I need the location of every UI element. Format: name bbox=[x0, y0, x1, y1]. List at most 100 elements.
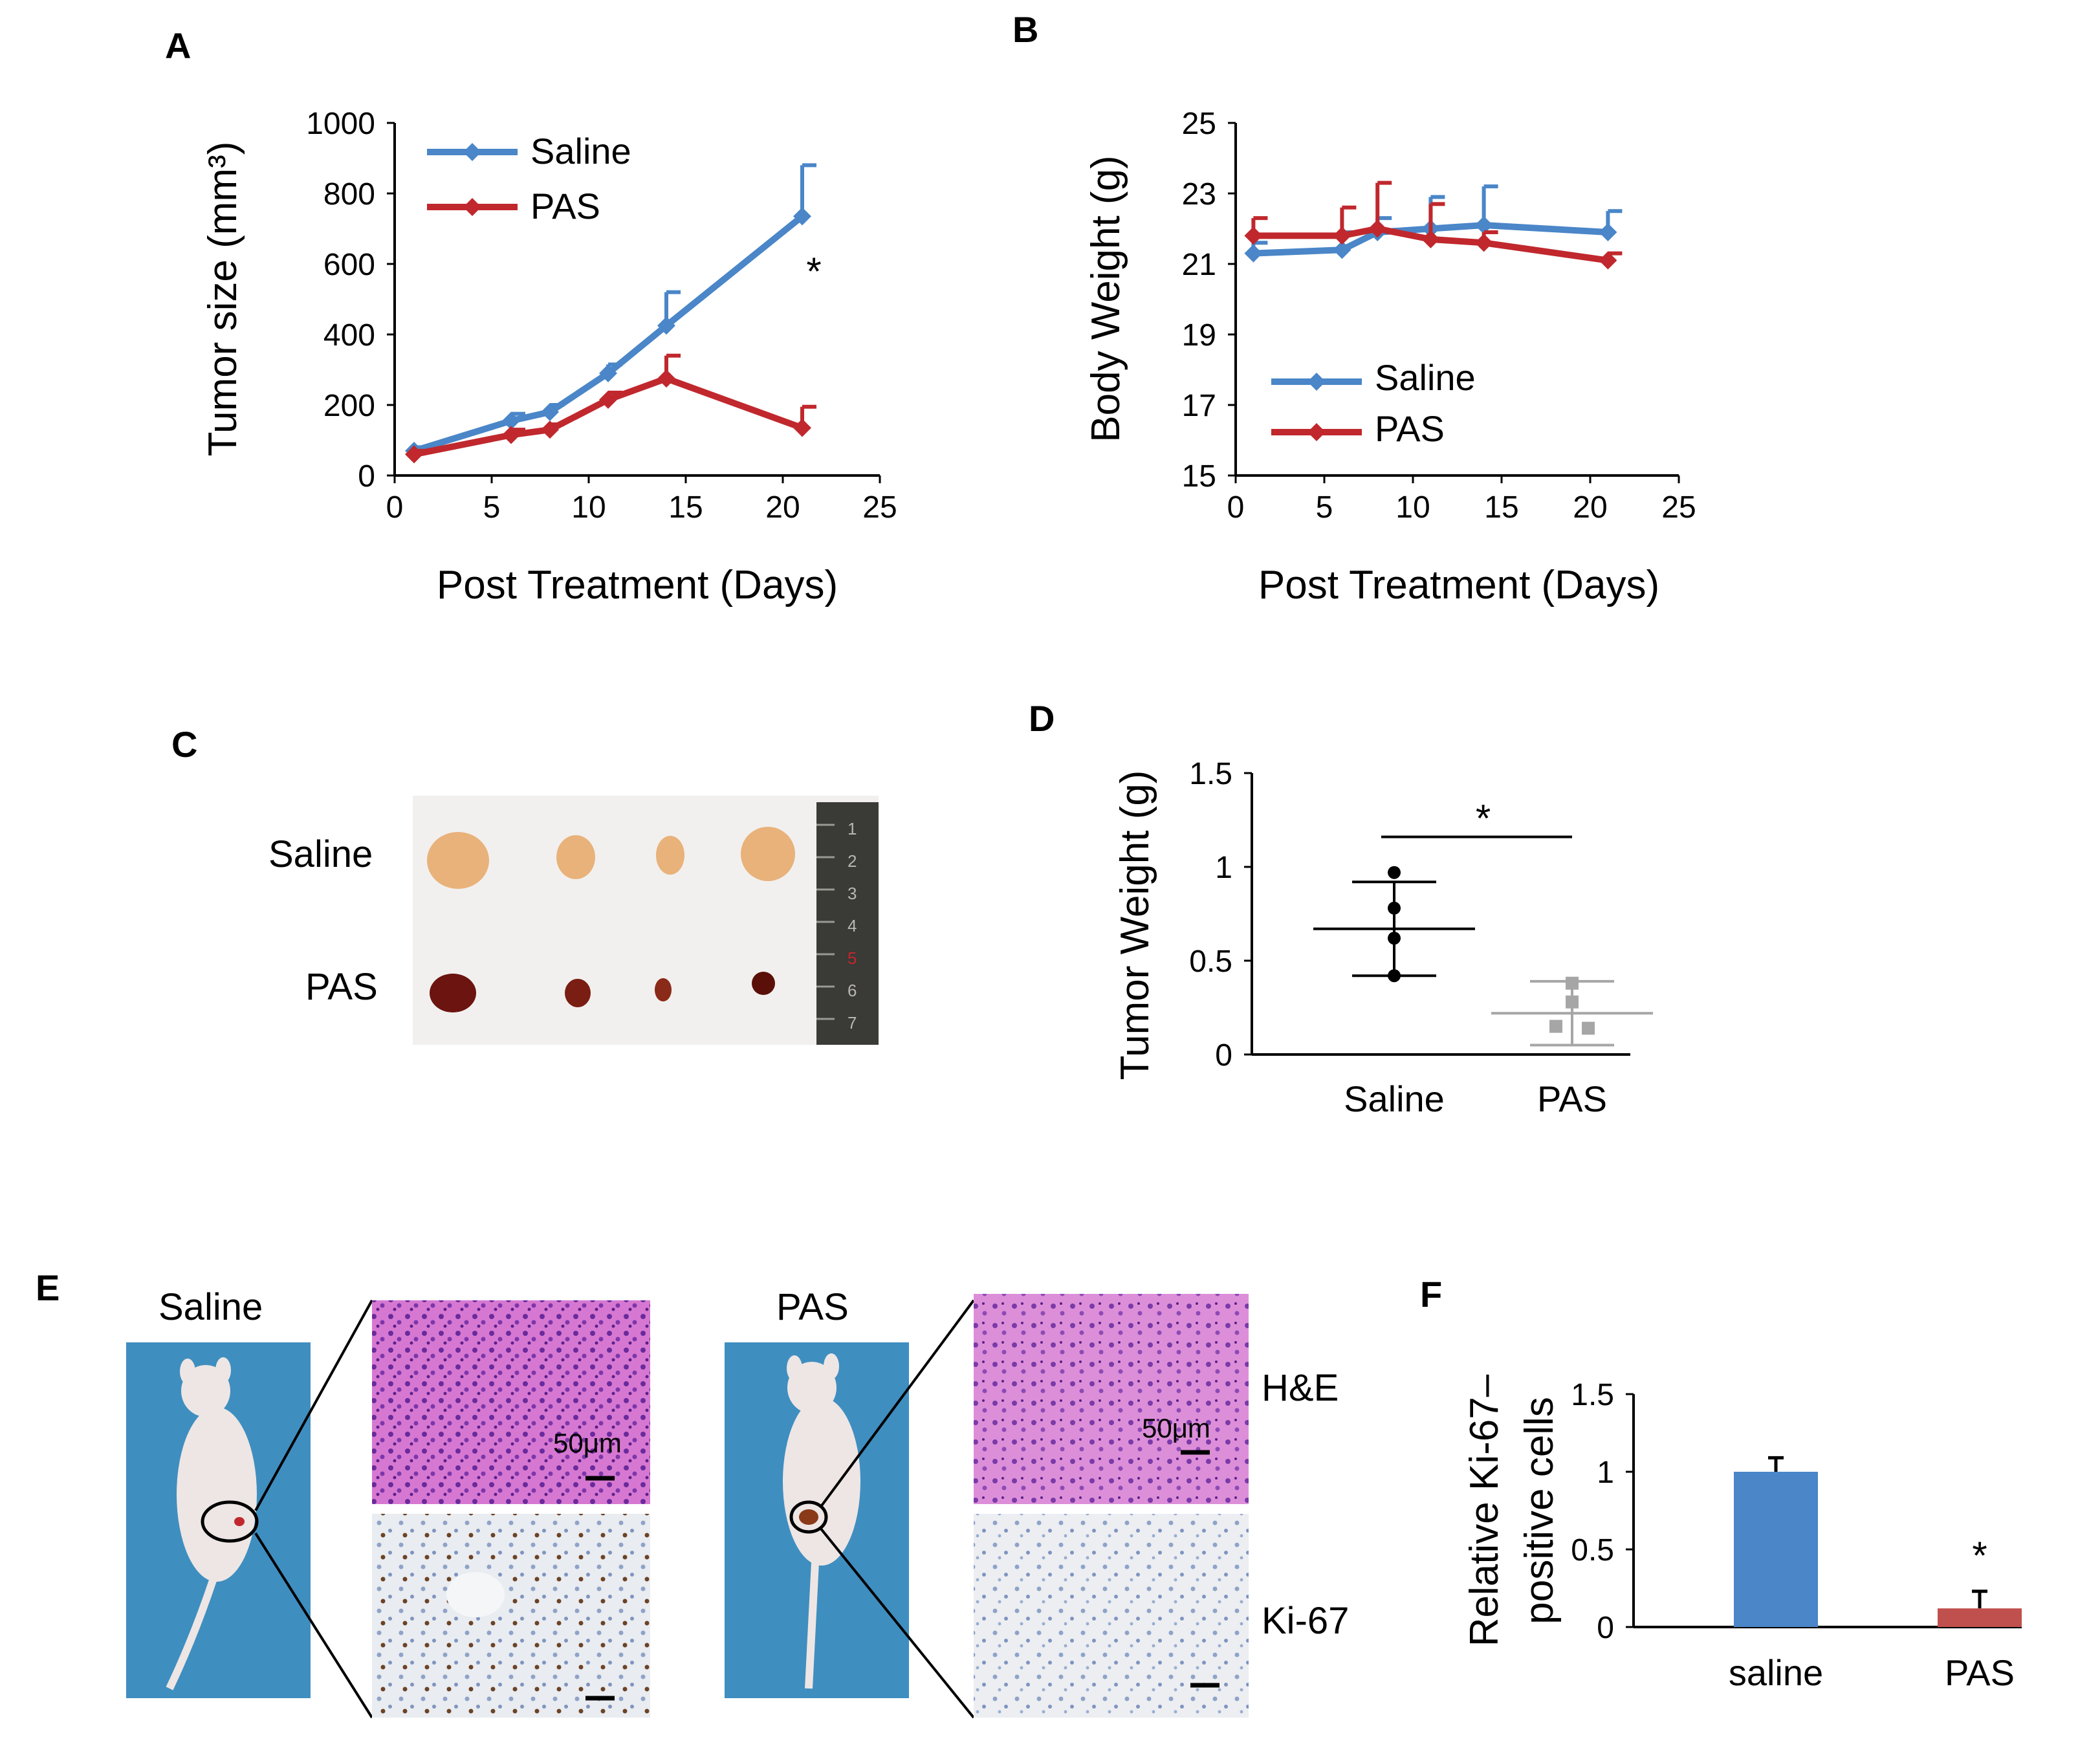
panel-letter-e: E bbox=[36, 1267, 60, 1308]
chart-b-y-tick-label: 15 bbox=[1182, 459, 1216, 494]
photo-row-label-saline: Saline bbox=[268, 833, 373, 875]
chart-d-saline-point bbox=[1388, 969, 1401, 983]
chart-d-saline-point bbox=[1388, 901, 1401, 915]
chart-a-x-tick-label: 0 bbox=[386, 490, 404, 525]
chart-a-pas-point bbox=[541, 421, 559, 439]
panel-e-histology: Saline PAS 50μm bbox=[126, 1286, 1349, 1719]
chart-d-saline-point bbox=[1388, 866, 1401, 879]
chart-a-legend-saline: Saline bbox=[530, 131, 631, 171]
tumor-saline-3 bbox=[656, 836, 684, 875]
zoom-line-saline-bottom bbox=[254, 1532, 373, 1719]
chart-d-tumor-weight: Tumor Weight (g) 0 0.5 1 1.5 Saline PAS * bbox=[1113, 757, 1653, 1119]
panel-letter-b: B bbox=[1012, 9, 1038, 50]
chart-b-series-saline-line bbox=[1253, 222, 1608, 257]
chart-a-pas-point bbox=[405, 445, 423, 464]
ki67-vessel-saline bbox=[446, 1572, 505, 1617]
tumor-pas-row bbox=[430, 972, 775, 1012]
chart-b-saline-point bbox=[1244, 244, 1263, 263]
chart-d-y-tick-label: 1 bbox=[1215, 851, 1232, 885]
chart-a-saline-point bbox=[599, 364, 617, 382]
zoom-line-pas-top bbox=[819, 1299, 975, 1509]
tumor-pas-2 bbox=[565, 979, 591, 1007]
chart-b-saline-point bbox=[1333, 241, 1351, 259]
chart-a-x-tick-label: 15 bbox=[668, 490, 703, 525]
chart-d-x-tick-label: PAS bbox=[1537, 1078, 1607, 1119]
tumor-location-circle-pas bbox=[789, 1500, 828, 1534]
chart-b-y-tick-label: 21 bbox=[1182, 248, 1216, 282]
scale-label-saline: 50μm bbox=[553, 1428, 622, 1458]
chart-b-y-tick-label: 17 bbox=[1182, 389, 1216, 423]
chart-d-pas-point bbox=[1549, 1020, 1562, 1033]
chart-f-x-tick-label: PAS bbox=[1945, 1652, 2015, 1693]
chart-d-significance-star: * bbox=[1476, 797, 1491, 840]
panel-letter-d: D bbox=[1029, 698, 1055, 739]
chart-a-x-tick-label: 25 bbox=[862, 490, 897, 525]
chart-a-series-saline-line bbox=[413, 213, 805, 454]
chart-a-x-tick-label: 10 bbox=[571, 490, 606, 525]
chart-f-y-tick-label: 0.5 bbox=[1571, 1533, 1614, 1568]
chart-f-bar-pas bbox=[1938, 1608, 2022, 1627]
ruler-digit: 1 bbox=[848, 819, 857, 838]
chart-a-saline-point bbox=[657, 316, 675, 335]
chart-b-legend-pas: PAS bbox=[1375, 408, 1445, 449]
panel-letter-f: F bbox=[1420, 1274, 1442, 1315]
chart-b-y-tick-label: 25 bbox=[1182, 107, 1216, 141]
chart-d-ylabel: Tumor Weight (g) bbox=[1113, 770, 1157, 1080]
ruler-digits: 1 2 3 4 5 6 7 bbox=[848, 819, 857, 1032]
stain-label-he: H&E bbox=[1262, 1367, 1339, 1409]
tumor-pas-4 bbox=[752, 972, 775, 995]
chart-a-pas-point bbox=[502, 426, 520, 444]
chart-f-ylabel-line2: positive cells bbox=[1517, 1397, 1562, 1624]
ruler bbox=[816, 802, 879, 1045]
stain-label-ki67: Ki-67 bbox=[1262, 1600, 1349, 1642]
chart-a-y-tick-label: 1000 bbox=[306, 107, 375, 141]
chart-a-significance-star: * bbox=[806, 250, 821, 293]
chart-b-x-tick-label: 15 bbox=[1484, 490, 1518, 525]
mouse-figure-pas bbox=[783, 1353, 860, 1689]
tumor-saline-4 bbox=[741, 827, 795, 881]
chart-f-significance-star: * bbox=[1972, 1534, 1987, 1577]
tumor-spot-pas bbox=[799, 1509, 818, 1525]
ki67-image-saline bbox=[372, 1514, 650, 1718]
chart-b-pas-point bbox=[1599, 251, 1617, 270]
panel-letter-a: A bbox=[165, 25, 191, 66]
chart-a-x-tick-label: 5 bbox=[483, 490, 501, 525]
chart-a-saline-point bbox=[502, 411, 520, 430]
chart-b-saline-point bbox=[1599, 223, 1617, 241]
ruler-ticks bbox=[816, 824, 835, 1020]
chart-a-y-tick-label: 0 bbox=[358, 459, 375, 494]
chart-b-x-tick-label: 0 bbox=[1227, 490, 1245, 525]
chart-b-series-pas-line bbox=[1253, 225, 1609, 264]
chart-d-pas-point bbox=[1566, 995, 1579, 1009]
ruler-digit: 5 bbox=[848, 948, 857, 968]
he-image-pas bbox=[974, 1294, 1249, 1504]
chart-a-xlabel: Post Treatment (Days) bbox=[437, 563, 838, 607]
chart-b-y-tick-label: 23 bbox=[1182, 177, 1216, 212]
chart-b-legend-saline: Saline bbox=[1375, 357, 1476, 398]
chart-b-x-tick-label: 25 bbox=[1661, 490, 1696, 525]
chart-f-y-tick-label: 1 bbox=[1597, 1456, 1614, 1490]
chart-a-y-tick-label: 200 bbox=[323, 389, 375, 423]
chart-a-y-tick-label: 400 bbox=[323, 318, 375, 353]
zoom-line-pas-bottom bbox=[819, 1527, 975, 1719]
chart-d-y-tick-label: 0 bbox=[1215, 1038, 1232, 1073]
he-image-saline bbox=[372, 1300, 650, 1504]
chart-b-xlabel: Post Treatment (Days) bbox=[1258, 563, 1659, 607]
chart-f-ylabel-line1: Relative Ki-67– bbox=[1462, 1374, 1507, 1646]
tumor-photo-background bbox=[413, 796, 879, 1045]
chart-a-tumor-size: Tumor size (mm³) Post Treatment (Days) S… bbox=[201, 107, 897, 607]
chart-a-ylabel: Tumor size (mm³) bbox=[201, 142, 245, 457]
chart-b-ylabel: Body Weight (g) bbox=[1084, 155, 1128, 442]
chart-b-pas-point bbox=[1474, 234, 1493, 252]
ruler-digit: 3 bbox=[848, 884, 857, 903]
panel-c-tumor-photo: Saline PAS 1 2 3 4 5 6 7 bbox=[268, 796, 879, 1045]
chart-d-pas-point bbox=[1566, 976, 1579, 990]
chart-a-pas-point bbox=[657, 369, 675, 388]
chart-b-x-tick-label: 10 bbox=[1395, 490, 1430, 525]
tumor-pas-3 bbox=[655, 978, 672, 1001]
tumor-spot-saline bbox=[234, 1517, 245, 1526]
tumor-saline-2 bbox=[556, 835, 595, 879]
chart-f-y-tick-label: 1.5 bbox=[1571, 1378, 1614, 1412]
chart-b-x-tick-label: 5 bbox=[1316, 490, 1333, 525]
